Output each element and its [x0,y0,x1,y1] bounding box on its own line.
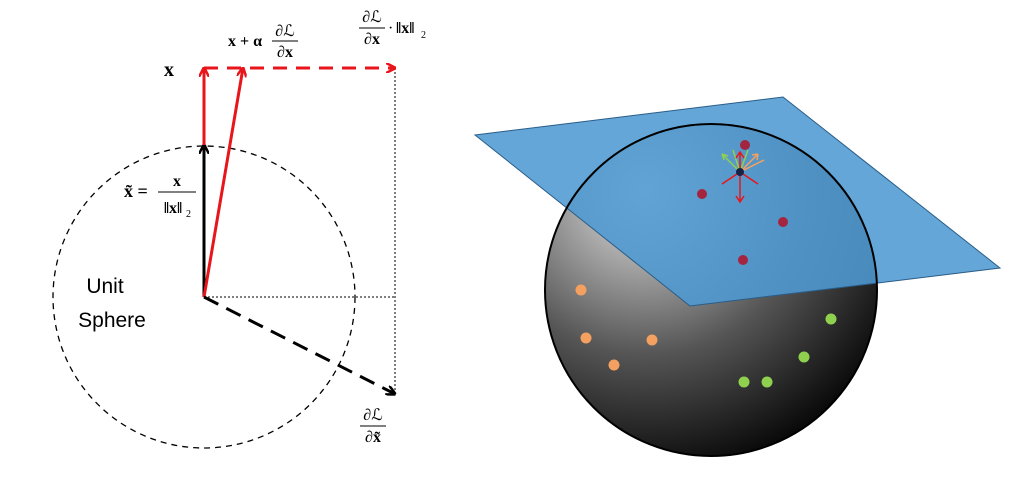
point [798,351,810,363]
arrow [721,153,741,173]
label-part: ∂ℒ [362,9,381,26]
label-part: x̃ = [124,181,148,201]
label-part: ∂x [364,31,380,48]
point [761,376,773,388]
point [608,359,620,371]
point [740,140,750,150]
orange-points [575,284,658,371]
anchor-point [736,168,744,176]
unit-sphere [52,145,356,449]
label-part: ∂ℒ [363,407,382,424]
point [825,313,837,325]
label-part: ∂x̃ [365,429,381,446]
label-part: ∂x [277,44,293,61]
left-diagram: x x + α ∂ℒ ∂x ∂ℒ ∂x · ‖x‖ 2 x̃ = x ‖x‖ 2… [52,9,426,449]
tangent-plane [473,96,1002,307]
arrow [721,150,759,185]
green-points [738,313,837,388]
sphere-outline [544,123,878,457]
point [646,334,658,346]
point [575,284,587,296]
sphere-label: Sphere [78,309,146,332]
x-label: x [164,59,174,81]
updated-vector [202,68,243,298]
label-part: x [173,173,181,190]
label-part: ‖x‖ [164,200,182,217]
sphere-label: Unit [86,275,124,298]
tilde-gradient-vector [203,295,395,394]
label-part: · [388,20,393,37]
label-part: ‖x‖ [396,20,414,37]
point [580,332,592,344]
label-part: 2 [186,209,191,220]
arrow [735,172,745,204]
point [697,189,707,199]
right-diagram [473,96,1002,457]
point [738,255,748,265]
point [778,217,788,227]
label-part: 2 [421,30,426,41]
label-part: ∂ℒ [275,23,294,40]
point [738,376,750,388]
label-part: x + α [228,33,262,50]
red-points [697,140,788,265]
arrow [739,153,765,173]
